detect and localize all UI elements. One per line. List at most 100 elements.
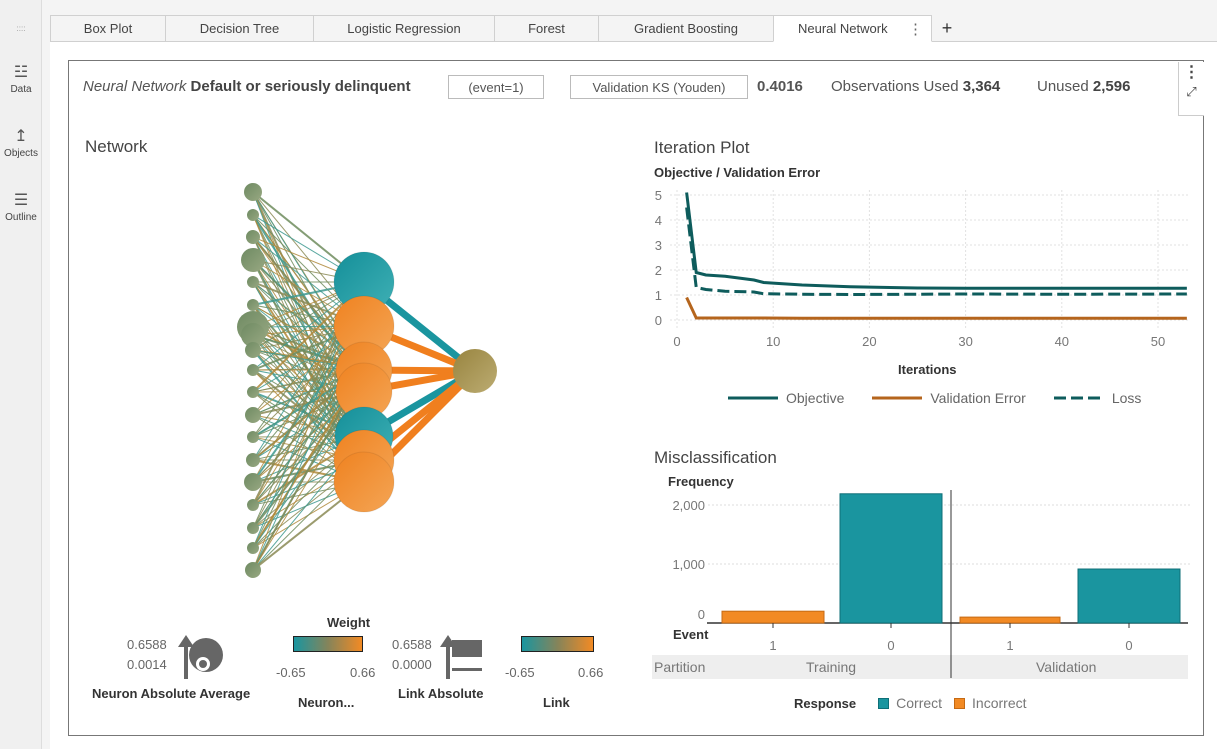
sidebar-item-data[interactable]: ☳ Data xyxy=(0,62,42,95)
link-weight-min: -0.65 xyxy=(505,665,535,680)
neuron-weight-max: 0.66 xyxy=(350,665,376,680)
tab-decision-tree[interactable]: Decision Tree xyxy=(165,15,313,42)
partition-band xyxy=(652,655,1188,679)
input-neuron xyxy=(244,473,262,491)
sidebar-item-objects[interactable]: ↥ Objects xyxy=(0,126,42,159)
series-line-loss xyxy=(685,207,1187,297)
list-icon: ☰ xyxy=(13,192,29,209)
neuron-weight-label: Neuron... xyxy=(298,695,355,710)
hidden-neuron xyxy=(333,451,395,513)
y-tick-label: 1,000 xyxy=(672,557,705,572)
target-name: Default or seriously delinquent xyxy=(190,78,411,95)
y-tick-label: 0 xyxy=(655,313,662,328)
metric-value: 0.4016 xyxy=(757,78,803,95)
maximize-icon[interactable]: ⤢ xyxy=(1186,84,1197,99)
iteration-plot-title: Iteration Plot xyxy=(654,138,750,157)
partition-training: Training xyxy=(806,659,857,675)
misclass-ylabel: Frequency xyxy=(668,474,734,489)
event-tick-label: 0 xyxy=(1125,638,1132,653)
y-tick-label: 0 xyxy=(698,607,705,622)
obs-used-label: Observations Used xyxy=(831,78,959,95)
tab-gradient-boosting[interactable]: Gradient Boosting xyxy=(598,15,773,42)
input-neuron xyxy=(247,276,259,288)
network-title: Network xyxy=(85,137,148,156)
legend-objective: Objective xyxy=(728,390,872,406)
y-tick-label: 2,000 xyxy=(672,498,705,513)
input-neuron xyxy=(241,248,265,272)
link-abs-min: 0.0000 xyxy=(392,657,432,672)
legend-label: Correct xyxy=(896,695,943,711)
model-name: Neural Network xyxy=(83,78,187,95)
x-tick-label: 0 xyxy=(673,334,680,349)
misclassification-chart: 0 1,000 2,000 1 0 1 0 xyxy=(672,490,1190,678)
event-tick-label: 1 xyxy=(769,638,776,653)
observations-used: Observations Used 3,364 xyxy=(831,78,1000,95)
link-weight-gradient xyxy=(521,636,594,652)
input-neuron xyxy=(246,230,260,244)
tab-menu-icon[interactable]: ⋮ xyxy=(908,20,923,38)
event-button[interactable]: (event=1) xyxy=(448,75,544,99)
link-weight-max: 0.66 xyxy=(578,665,604,680)
link-width-legend-icon xyxy=(440,635,482,679)
input-neuron xyxy=(241,323,265,347)
link-abs-max: 0.6588 xyxy=(392,637,432,652)
misclassification-title: Misclassification xyxy=(654,448,777,467)
input-neuron xyxy=(245,562,261,578)
input-neuron xyxy=(247,542,259,554)
bar-validation-event-1 xyxy=(959,616,1061,624)
partition-label: Partition xyxy=(654,659,706,675)
tab-neural-network[interactable]: Neural Network ⋮ xyxy=(773,15,932,42)
bar-training-event-0 xyxy=(839,493,943,624)
metric-dropdown[interactable]: Validation KS (Youden) xyxy=(570,75,748,99)
panel-controls: ⋮ ⤢ xyxy=(1178,62,1204,116)
neuron-abs-max: 0.6588 xyxy=(127,637,167,652)
more-options-icon[interactable]: ⋮ xyxy=(1183,64,1200,81)
bar-validation-event-0 xyxy=(1077,568,1181,624)
tab-forest[interactable]: Forest xyxy=(494,15,598,42)
input-neuron xyxy=(247,364,259,376)
event-tick-label: 1 xyxy=(1006,638,1013,653)
tab-bar: Box Plot Decision Tree Logistic Regressi… xyxy=(50,15,962,42)
link-abs-label: Link Absolute xyxy=(398,686,484,701)
tab-label: Neural Network xyxy=(798,21,888,36)
tab-box-plot[interactable]: Box Plot xyxy=(50,15,165,42)
validation-error-swatch xyxy=(872,396,923,400)
event-axis-label: Event xyxy=(673,627,709,642)
unused-value: 2,596 xyxy=(1092,78,1131,95)
input-neuron xyxy=(245,407,261,423)
series-line-objective xyxy=(685,192,1187,290)
legend-label: Validation Error xyxy=(930,390,1026,406)
x-tick-label: 50 xyxy=(1151,334,1165,349)
line-chart-icon: ↥ xyxy=(14,128,28,145)
y-tick-label: 2 xyxy=(655,263,662,278)
output-neuron xyxy=(453,349,497,393)
incorrect-swatch xyxy=(954,697,966,709)
input-neuron xyxy=(244,183,262,201)
network-diagram xyxy=(237,183,497,578)
input-neuron xyxy=(245,342,261,358)
neuron-abs-label: Neuron Absolute Average xyxy=(92,686,251,701)
input-neuron xyxy=(247,299,259,311)
input-neuron xyxy=(247,499,259,511)
y-tick-label: 1 xyxy=(655,288,662,303)
x-tick-label: 10 xyxy=(766,334,780,349)
tab-logistic-regression[interactable]: Logistic Regression xyxy=(313,15,494,42)
add-tab-button[interactable]: + xyxy=(941,18,953,38)
objective-swatch xyxy=(728,396,778,400)
bar-training-event-1 xyxy=(721,610,825,624)
iteration-xlabel: Iterations xyxy=(898,362,957,377)
legend-validation-error: Validation Error xyxy=(872,390,1053,406)
observations-unused: Unused 2,596 xyxy=(1037,78,1130,95)
y-tick-label: 5 xyxy=(655,188,662,203)
x-tick-label: 40 xyxy=(1055,334,1069,349)
sidebar-grip[interactable]: :::: xyxy=(16,24,26,33)
x-tick-label: 20 xyxy=(862,334,876,349)
neuron-size-legend-icon xyxy=(178,635,223,679)
sidebar-item-outline[interactable]: ☰ Outline xyxy=(0,190,42,223)
obs-used-value: 3,364 xyxy=(962,78,1001,95)
panel-header-title: Neural Network Default or seriously deli… xyxy=(83,78,411,95)
legend-label: Loss xyxy=(1111,390,1142,406)
response-legend: Response Correct Incorrect xyxy=(794,695,1027,711)
input-neuron xyxy=(247,386,259,398)
